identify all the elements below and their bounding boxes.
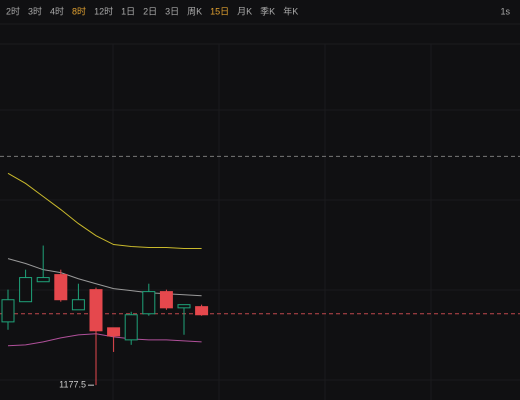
candle-body	[89, 289, 103, 332]
moving-average	[7, 333, 202, 347]
moving-average	[7, 172, 202, 250]
grid	[0, 44, 520, 400]
candle-body	[36, 277, 50, 283]
interval-tab[interactable]: 2时	[6, 5, 20, 16]
interval-tab[interactable]: 季K	[260, 5, 275, 16]
candle-body	[54, 274, 68, 301]
interval-tab[interactable]: 周K	[187, 6, 202, 16]
interval-tab[interactable]: 月K	[237, 6, 252, 16]
candle-body	[195, 306, 209, 316]
interval-tab[interactable]: 15日	[210, 6, 229, 16]
candle-body	[71, 299, 85, 311]
low-price-label: 1177.5	[59, 380, 86, 390]
interval-tab[interactable]: 3日	[165, 6, 179, 16]
candle-body	[124, 314, 138, 341]
candle-body	[19, 277, 33, 303]
interval-tab[interactable]: 年K	[283, 5, 298, 16]
candle-body	[159, 291, 173, 309]
interval-tab[interactable]: 8时	[72, 5, 86, 16]
interval-tab[interactable]: 3时	[28, 5, 42, 16]
interval-tab[interactable]: 1日	[121, 6, 135, 16]
interval-tab[interactable]: 4时	[50, 5, 64, 16]
candle-body	[177, 304, 191, 309]
candle-body	[107, 327, 121, 337]
candle-body	[142, 291, 156, 315]
time-label: 1s	[500, 6, 510, 16]
candle-body	[1, 299, 15, 323]
interval-tab[interactable]: 2日	[143, 6, 157, 16]
interval-tab[interactable]: 12时	[94, 5, 113, 16]
